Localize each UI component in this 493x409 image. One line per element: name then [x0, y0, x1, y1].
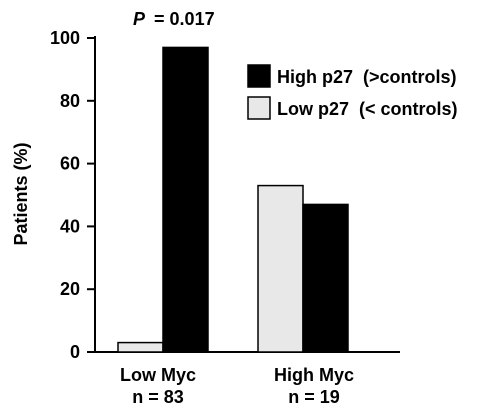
category-n-low-myc: n = 83	[132, 387, 184, 407]
p-value: = 0.017	[154, 9, 215, 29]
legend: High p27 (>controls) Low p27 (< controls…	[247, 64, 458, 120]
legend-swatch-low-p27	[247, 96, 271, 120]
bars	[117, 46, 349, 353]
y-tick-label: 20	[60, 279, 80, 299]
y-tick-label: 40	[60, 216, 80, 236]
legend-label-low-p27: Low p27 (< controls)	[277, 99, 458, 119]
y-tick-label: 100	[50, 28, 80, 48]
category-n-high-myc: n = 19	[288, 387, 340, 407]
p-value-annotation: P = 0.017	[133, 9, 215, 29]
legend-swatch-high-p27	[247, 64, 271, 88]
bar-high-p27-low-myc	[162, 46, 209, 353]
legend-label-high-p27: High p27 (>controls)	[277, 67, 457, 87]
y-axis-label: Patients (%)	[11, 142, 31, 245]
y-ticks: 0 20 40 60 80 100	[50, 28, 95, 362]
y-tick-label: 80	[60, 91, 80, 111]
p-label: P	[133, 9, 146, 29]
category-label-low-myc: Low Myc	[120, 365, 196, 385]
bar-low-p27-high-myc	[257, 184, 304, 353]
bar-low-p27-low-myc	[117, 341, 164, 353]
bar-high-p27-high-myc	[302, 203, 349, 353]
y-tick-label: 0	[70, 342, 80, 362]
category-label-high-myc: High Myc	[274, 365, 354, 385]
y-tick-label: 60	[60, 154, 80, 174]
